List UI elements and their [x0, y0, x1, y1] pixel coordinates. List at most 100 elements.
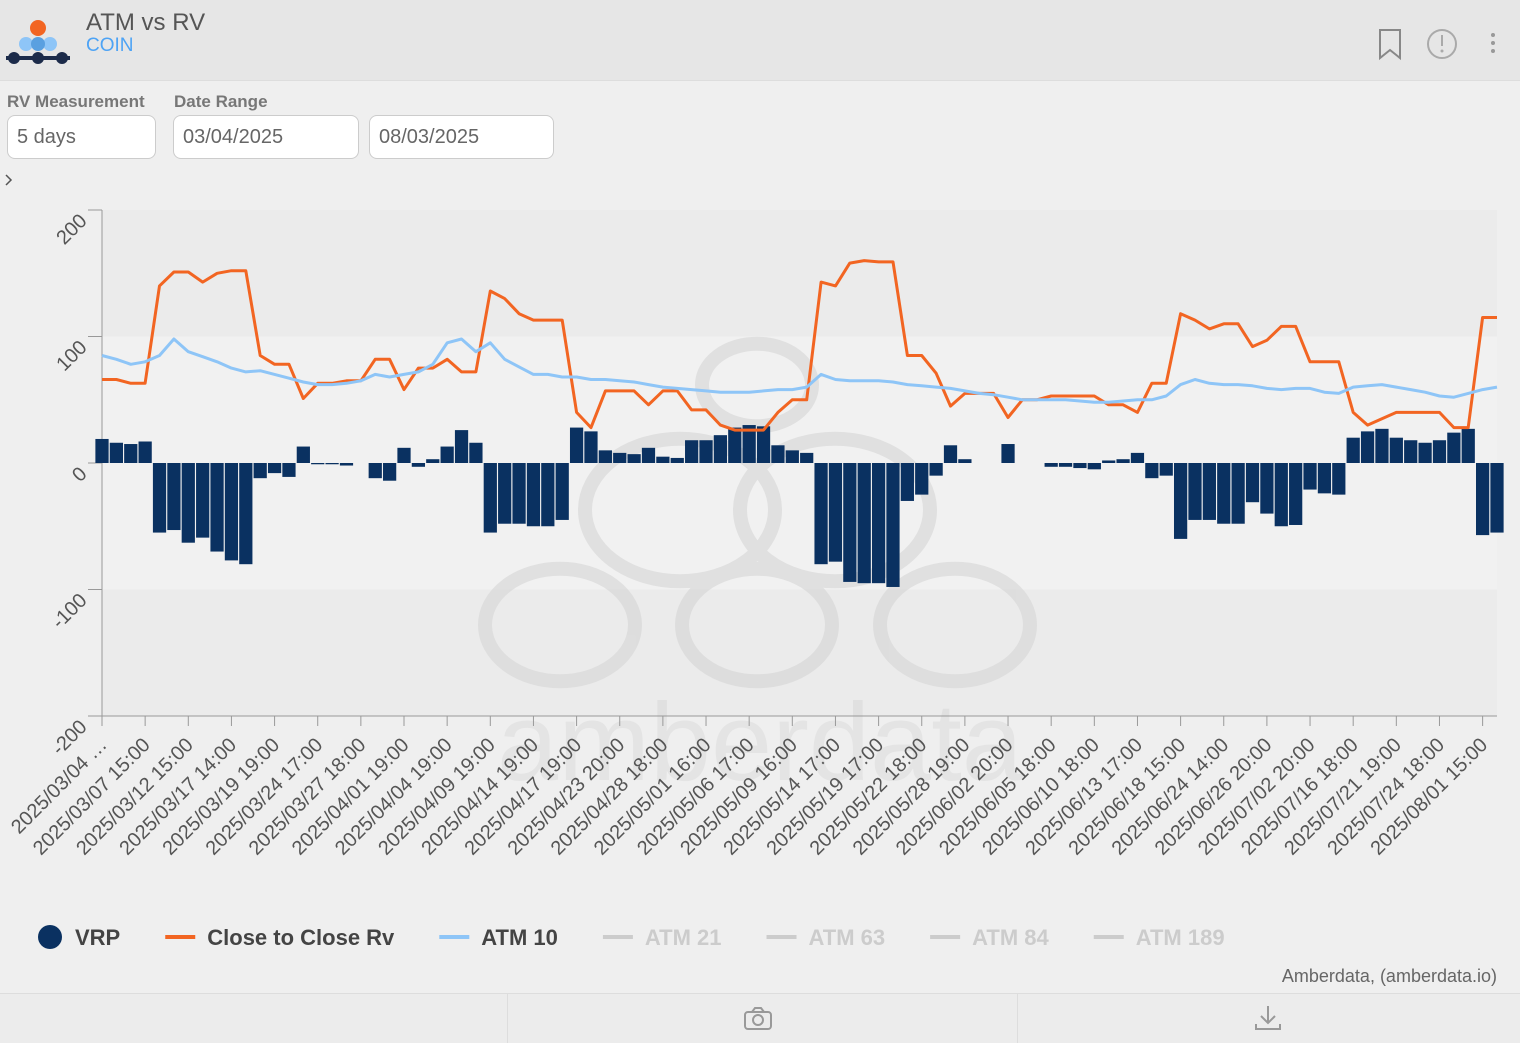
bar — [1389, 437, 1403, 463]
bar — [411, 463, 426, 467]
legend-label[interactable]: ATM 21 — [645, 925, 722, 950]
bar — [1490, 463, 1504, 533]
bar — [1188, 463, 1202, 520]
bar — [828, 463, 843, 562]
bar — [1231, 463, 1245, 524]
bar — [685, 440, 699, 463]
bar — [469, 442, 483, 463]
header: ATM vs RV COIN — [0, 0, 1520, 81]
bar — [929, 463, 943, 476]
bar — [1346, 437, 1360, 463]
bar — [584, 431, 598, 463]
bar — [1260, 463, 1274, 514]
bar — [1217, 463, 1231, 524]
bar — [958, 459, 972, 463]
watermark-ring — [733, 431, 937, 589]
bar — [1360, 431, 1375, 463]
bar — [383, 463, 397, 481]
bar — [109, 442, 123, 463]
bar — [1102, 460, 1116, 463]
bar — [526, 463, 541, 527]
bar — [785, 450, 799, 463]
watermark-ring — [478, 561, 642, 689]
bar — [1303, 463, 1317, 490]
bar — [1130, 452, 1145, 463]
bar — [943, 445, 958, 463]
bar — [742, 425, 756, 463]
camera-icon[interactable] — [743, 1006, 773, 1032]
bar — [1044, 463, 1058, 467]
bar — [253, 463, 267, 479]
menu-icon[interactable] — [1491, 33, 1495, 53]
legend-label[interactable]: VRP — [75, 925, 120, 950]
watermark-ring — [675, 561, 839, 689]
bar — [641, 447, 656, 463]
logo — [6, 20, 70, 64]
bar — [1332, 463, 1346, 495]
label: Date Range — [174, 92, 268, 111]
footer — [0, 993, 1520, 1043]
bar — [871, 463, 886, 584]
bar — [915, 463, 929, 495]
legend-label[interactable]: ATM 10 — [481, 925, 558, 950]
bar — [1058, 463, 1073, 467]
watermark-ring — [873, 561, 1037, 689]
download-icon[interactable] — [1253, 1004, 1283, 1032]
bar — [728, 427, 742, 463]
bar — [1289, 463, 1303, 525]
credit: Amberdata, (amberdata.io) — [1282, 966, 1497, 986]
bar — [814, 463, 828, 565]
bar — [1087, 463, 1101, 470]
bar — [1375, 428, 1389, 463]
bar — [1274, 463, 1288, 527]
bar — [1116, 459, 1130, 463]
bar — [1404, 440, 1418, 463]
bookmark-icon[interactable] — [1379, 29, 1401, 61]
bar — [267, 463, 282, 474]
y-tick-label: 200 — [52, 210, 91, 249]
bar — [1159, 463, 1173, 476]
bar — [152, 463, 167, 533]
watermark: amberdata — [497, 681, 1024, 804]
info-icon[interactable] — [1427, 29, 1457, 59]
bar — [598, 450, 612, 463]
bar — [512, 463, 526, 524]
y-tick-label: 0 — [68, 463, 91, 486]
bar — [138, 441, 152, 463]
bar — [210, 463, 224, 552]
bar — [1418, 442, 1432, 463]
legend-label[interactable]: ATM 63 — [809, 925, 886, 950]
subtitle: COIN — [86, 35, 134, 56]
bar — [224, 463, 239, 561]
bar — [282, 463, 296, 477]
input[interactable]: 08/03/2025 — [369, 115, 554, 159]
input[interactable]: 03/04/2025 — [173, 115, 359, 159]
watermark-ring — [578, 431, 782, 589]
legend-label[interactable]: Close to Close Rv — [207, 925, 395, 950]
bar — [569, 427, 584, 463]
bar — [541, 463, 555, 527]
bar — [1461, 428, 1475, 463]
label: RV Measurement — [7, 92, 145, 111]
legend-label[interactable]: ATM 84 — [972, 925, 1049, 950]
input[interactable]: 5 days — [7, 115, 156, 159]
y-tick-label: 100 — [52, 336, 91, 375]
line — [101, 337, 1498, 404]
bar — [656, 456, 670, 463]
bar — [1432, 440, 1447, 463]
bar — [627, 454, 641, 463]
bar — [181, 463, 195, 543]
bar — [124, 444, 138, 463]
title: ATM vs RV — [86, 9, 206, 36]
bar — [440, 446, 454, 463]
bar — [426, 459, 440, 463]
expand-toggle[interactable] — [5, 174, 13, 186]
legend-label[interactable]: ATM 189 — [1136, 925, 1225, 950]
bar — [713, 435, 728, 463]
watermark-ring — [695, 336, 819, 434]
bar — [756, 426, 771, 463]
bar — [339, 463, 354, 466]
bar — [1317, 463, 1332, 494]
